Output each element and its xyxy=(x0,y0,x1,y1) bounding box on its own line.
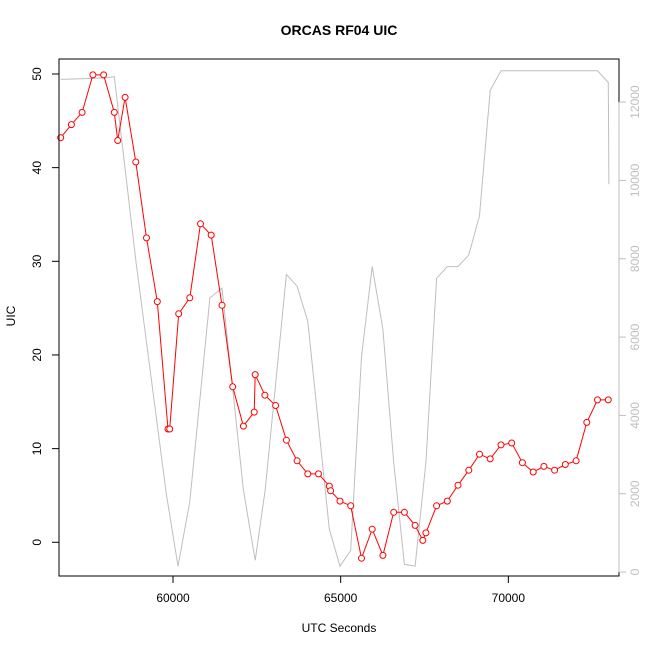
uic-point xyxy=(572,457,580,465)
y-tick-label: 20 xyxy=(30,348,44,362)
uic-point xyxy=(433,502,441,510)
uic-point xyxy=(89,71,97,79)
uic-point xyxy=(347,502,355,510)
uic-point xyxy=(132,158,140,166)
y2-tick-label: 12000 xyxy=(628,85,642,119)
y-tick-label: 40 xyxy=(30,161,44,175)
uic-point xyxy=(114,137,122,144)
uic-point xyxy=(175,310,183,318)
uic-point xyxy=(594,396,601,404)
uic-point xyxy=(368,525,376,533)
y-tick-label: 10 xyxy=(30,442,44,456)
y2-tick-label: 10000 xyxy=(628,163,642,197)
uic-point xyxy=(583,418,591,426)
uic-point xyxy=(67,121,75,129)
y-tick-label: 0 xyxy=(30,539,44,546)
uic-point xyxy=(561,461,569,468)
uic-point xyxy=(518,459,526,467)
y-tick-label: 30 xyxy=(30,254,44,268)
uic-point xyxy=(465,466,473,474)
uic-point xyxy=(497,441,505,449)
y2-tick-label: 6000 xyxy=(628,323,642,350)
uic-point xyxy=(251,371,259,379)
uic-point xyxy=(390,508,398,516)
x-tick-label: 60000 xyxy=(156,591,190,605)
y-axis-label: UIC xyxy=(4,305,18,326)
y-axis-left: 0 10 20 30 40 50 xyxy=(30,67,60,546)
y2-tick-label: 8000 xyxy=(628,245,642,272)
uic-point xyxy=(229,383,237,391)
uic-point xyxy=(508,439,516,447)
uic-point xyxy=(358,554,365,562)
y-tick-label: 50 xyxy=(30,67,44,81)
uic-point xyxy=(261,391,269,399)
uic-point xyxy=(476,450,483,458)
y-axis-right: 0 2000 4000 6000 8000 10000 12000 xyxy=(618,85,642,575)
uic-point xyxy=(315,470,322,478)
uic-point xyxy=(121,93,129,101)
uic-point xyxy=(454,481,462,489)
uic-point xyxy=(197,220,204,228)
y2-tick-label: 4000 xyxy=(628,402,642,429)
uic-point xyxy=(153,298,161,306)
uic-point xyxy=(100,71,108,79)
uic-point xyxy=(207,231,215,239)
uic-point xyxy=(239,422,247,430)
uic-point xyxy=(250,408,258,416)
uic-point xyxy=(443,497,451,505)
chart-title: ORCAS RF04 UIC xyxy=(281,22,398,38)
uic-point xyxy=(551,466,559,474)
uic-point xyxy=(78,108,86,116)
uic-point xyxy=(166,425,174,433)
uic-point xyxy=(336,497,344,505)
y2-tick-label: 0 xyxy=(628,568,642,575)
uic-point xyxy=(327,487,335,495)
x-tick-label: 70000 xyxy=(492,591,526,605)
uic-point xyxy=(604,396,612,404)
uic-point xyxy=(400,508,408,516)
uic-point xyxy=(411,521,419,529)
x-tick-label: 65000 xyxy=(324,591,358,605)
altitude-line xyxy=(60,70,610,568)
uic-point xyxy=(272,402,280,409)
uic-point xyxy=(540,462,548,470)
uic-series xyxy=(57,71,612,562)
uic-point xyxy=(419,536,427,544)
uic-point xyxy=(110,108,118,116)
y2-tick-label: 2000 xyxy=(628,480,642,507)
x-axis-label: UTC Seconds xyxy=(302,621,377,635)
uic-point xyxy=(304,470,312,478)
uic-point xyxy=(422,529,430,537)
x-axis: 60000 65000 70000 xyxy=(156,575,526,605)
uic-point xyxy=(379,551,387,559)
uic-point xyxy=(486,455,494,463)
uic-point xyxy=(293,457,301,465)
uic-point xyxy=(143,234,150,242)
uic-point xyxy=(186,294,194,302)
altitude-series xyxy=(60,70,610,568)
uic-point xyxy=(529,468,537,476)
uic-point xyxy=(282,436,290,444)
uic-point xyxy=(218,301,226,309)
